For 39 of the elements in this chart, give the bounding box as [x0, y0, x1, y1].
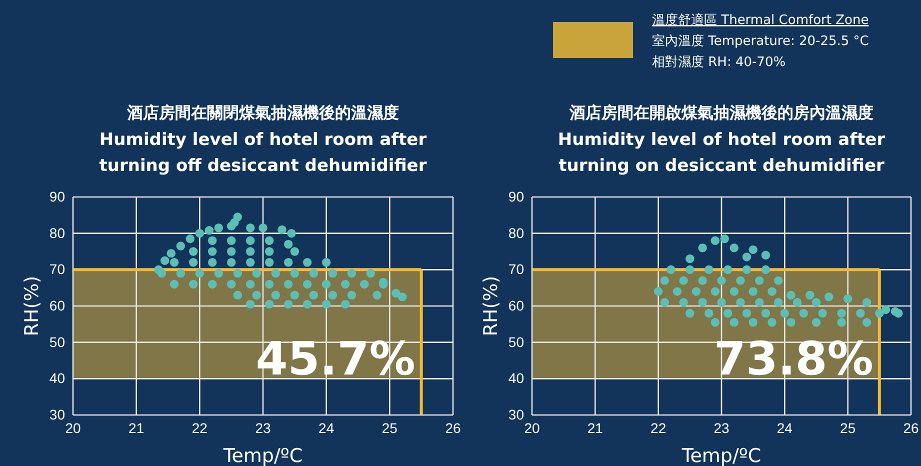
x-axis-title: Temp/ºC [222, 445, 303, 466]
y-tick-label: 30 [49, 406, 66, 422]
x-tick-label: 22 [192, 420, 208, 436]
text: 室內溫度 Temperature: 20-25.5 °C [652, 33, 869, 49]
x-tick-label: 23 [714, 420, 730, 436]
y-axis-title: RH(%) [480, 276, 502, 336]
x-tick-label: 26 [903, 420, 919, 436]
x-tick-label: 24 [776, 420, 793, 436]
x-tick-label: 25 [382, 420, 398, 436]
y-tick-label: 50 [508, 334, 524, 350]
y-tick-label: 70 [508, 261, 524, 278]
x-tick-label: 21 [128, 420, 144, 436]
y-tick-label: 70 [49, 261, 66, 278]
x-tick-label: 26 [445, 420, 461, 436]
chart-title: 酒店房間在關閉煤氣抽濕機後的溫濕度 [126, 103, 399, 122]
y-tick-label: 80 [49, 224, 66, 241]
x-axis-title: Temp/ºC [680, 445, 762, 466]
chart-subtitle: Humidity level of hotel room after turning off desiccant dehumidifier [99, 130, 428, 176]
x-tick-label: 23 [255, 420, 271, 436]
y-tick-label: 60 [49, 297, 66, 314]
x-tick-label: 25 [840, 420, 856, 436]
x-tick-label: 24 [318, 420, 334, 436]
x-tick-label: 22 [650, 420, 666, 436]
text: 溫度舒適區 Thermal Comfort Zone [652, 12, 869, 28]
x-tick-label: 21 [587, 420, 604, 436]
y-tick-label: 40 [508, 370, 524, 386]
x-tick-label: 20 [524, 420, 540, 436]
y-tick-label: 80 [508, 224, 524, 241]
y-tick-label: 90 [49, 188, 66, 204]
y-tick-label: 60 [508, 297, 524, 314]
y-tick-label: 50 [49, 334, 66, 350]
text: 相對濕度 RH: 40-70% [652, 54, 786, 70]
chart-subtitle: Humidity level of hotel room after turning on desiccant dehumidifier [558, 130, 886, 176]
y-tick-label: 90 [508, 188, 524, 204]
y-tick-label: 30 [508, 406, 524, 422]
x-tick-label: 20 [65, 420, 81, 436]
y-axis-title: RH(%) [21, 276, 43, 336]
chart-title: 酒店房間在開啟煤氣抽濕機後的房內溫濕度 [568, 103, 874, 122]
y-tick-label: 40 [49, 370, 66, 386]
